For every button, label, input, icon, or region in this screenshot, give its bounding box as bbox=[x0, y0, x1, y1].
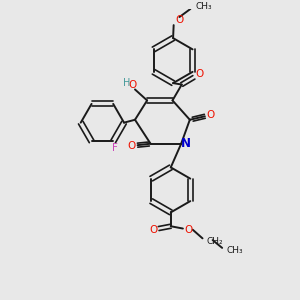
Text: CH₃: CH₃ bbox=[226, 246, 243, 255]
Text: O: O bbox=[175, 15, 184, 25]
Text: H: H bbox=[123, 77, 130, 88]
Text: O: O bbox=[195, 70, 203, 80]
Text: CH₂: CH₂ bbox=[207, 237, 224, 246]
Text: O: O bbox=[128, 80, 136, 90]
Text: O: O bbox=[184, 225, 192, 235]
Text: O: O bbox=[128, 141, 136, 151]
Text: F: F bbox=[112, 143, 118, 153]
Text: O: O bbox=[149, 225, 158, 235]
Text: N: N bbox=[182, 137, 191, 150]
Text: O: O bbox=[206, 110, 214, 120]
Text: CH₃: CH₃ bbox=[195, 2, 212, 11]
